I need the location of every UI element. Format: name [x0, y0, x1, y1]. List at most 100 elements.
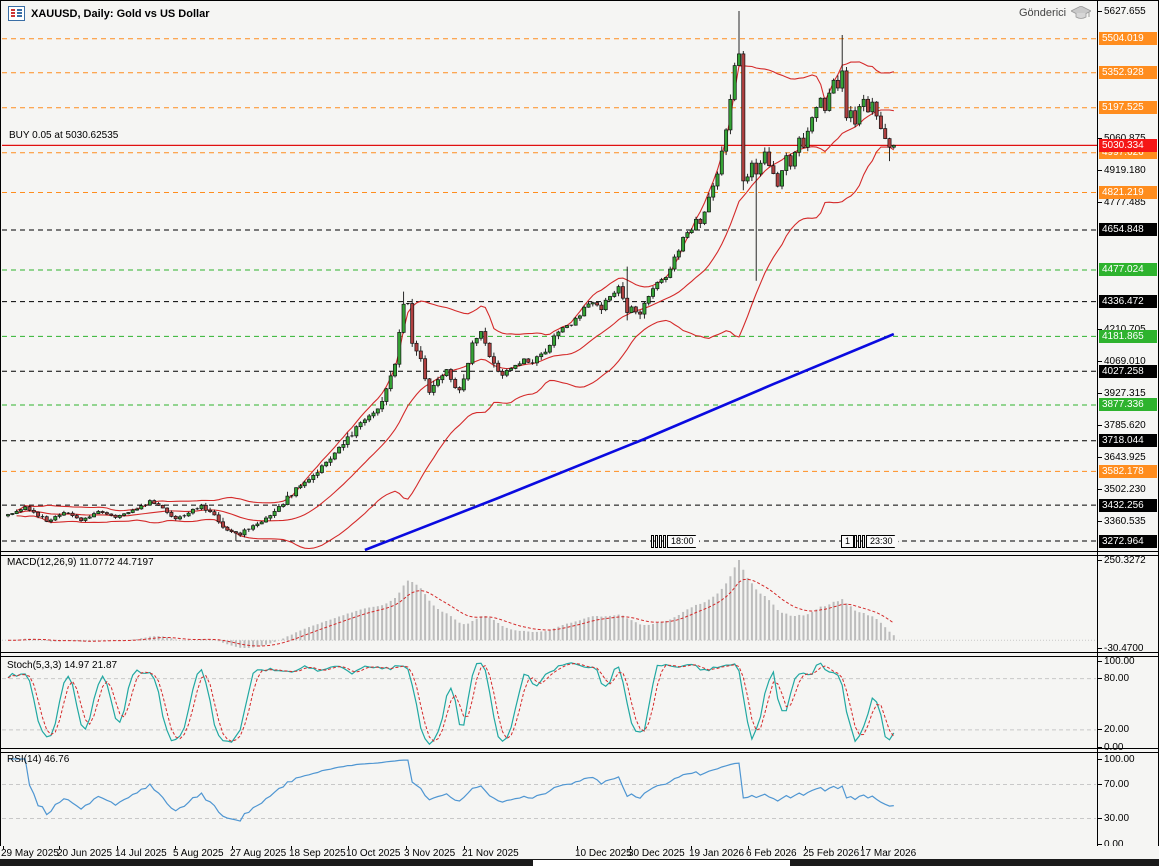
price-tick: 4777.485: [1098, 196, 1158, 209]
time-axis-label: 21 Nov 2025: [462, 848, 519, 859]
time-axis-label: 27 Aug 2025: [230, 848, 287, 859]
flag-bar: [858, 535, 862, 548]
sender-label: Gönderici: [1019, 7, 1067, 19]
horizontal-scrollbar[interactable]: [0, 859, 1159, 866]
flag-number-box: 1: [841, 535, 855, 548]
flag-bar: [854, 535, 858, 548]
price-level-badge: 3272.964: [1099, 535, 1157, 548]
rsi-axis-tick: 30.00: [1098, 812, 1158, 825]
buy-position-label: BUY 0.05 at 5030.62535: [9, 130, 119, 141]
time-axis-tick: [630, 846, 631, 849]
price-tick: 5060.875: [1098, 132, 1158, 145]
time-axis-label: 14 Jul 2025: [115, 848, 167, 859]
pane-separator[interactable]: [1, 748, 1158, 749]
chart-title: XAUUSD, Daily: Gold vs US Dollar: [31, 7, 210, 20]
time-axis-tick: [348, 846, 349, 849]
flag-bar: [655, 535, 658, 548]
macd-axis-max: 250.3272: [1098, 554, 1158, 567]
price-tick: 4919.180: [1098, 164, 1158, 177]
stoch-axis-tick: 100.00: [1098, 655, 1158, 668]
price-level-badge: 5197.525: [1099, 101, 1157, 114]
price-level-badge: 3582.178: [1099, 465, 1157, 478]
stoch-axis-tick: 80.00: [1098, 672, 1158, 685]
stoch-axis-tick: 20.00: [1098, 723, 1158, 736]
time-axis-tick: [464, 846, 465, 849]
current-price-badge: 5030.334: [1099, 139, 1157, 152]
rsi-axis-tick: 0.00: [1098, 838, 1158, 851]
macd-label: MACD(12,26,9) 11.0772 44.7197: [7, 557, 154, 568]
graduation-cap-icon: [1070, 5, 1092, 20]
time-axis-label: 25 Feb 2026: [803, 848, 860, 859]
time-axis-label: 10 Dec 2025: [575, 848, 632, 859]
scrollbar-thumb[interactable]: [533, 860, 790, 866]
flag-bar: [651, 535, 654, 548]
flag-bar: [659, 535, 662, 548]
flag-bar: [663, 535, 666, 548]
time-axis-tick: [862, 846, 863, 849]
pane-separator: [1, 752, 1158, 753]
price-level-badge: 3718.044: [1099, 434, 1157, 447]
time-axis-tick: [748, 846, 749, 849]
rsi-axis-tick: 70.00: [1098, 778, 1158, 791]
time-axis-label: 6 Feb 2026: [746, 848, 797, 859]
time-axis-tick: [291, 846, 292, 849]
time-axis-label: 5 Aug 2025: [173, 848, 224, 859]
price-level-badge: 4181.865: [1099, 330, 1157, 343]
price-tick: 3502.230: [1098, 483, 1158, 496]
flag-time-label: 18:00: [667, 535, 700, 548]
time-flag-marker[interactable]: 18:00: [651, 535, 700, 548]
sender-widget[interactable]: Gönderici: [1019, 5, 1092, 20]
chart-symbol-icon: [8, 6, 25, 21]
time-axis-tick: [406, 846, 407, 849]
pane-separator[interactable]: [1, 652, 1158, 653]
price-tick: 3643.925: [1098, 451, 1158, 464]
rsi-label: RSI(14) 46.76: [7, 754, 70, 765]
price-level-badge: 3432.256: [1099, 499, 1157, 512]
price-level-badge: 3877.336: [1099, 398, 1157, 411]
rsi-axis-tick: 100.00: [1098, 753, 1158, 766]
price-level-badge: 5504.019: [1099, 32, 1157, 45]
time-axis-tick: [59, 846, 60, 849]
time-axis-label: 20 Jun 2025: [57, 848, 113, 859]
pane-separator: [1, 555, 1158, 556]
time-axis-label: 19 Jan 2026: [689, 848, 745, 859]
pane-separator[interactable]: [1, 551, 1158, 552]
time-axis-label: 30 Dec 2025: [628, 848, 685, 859]
price-level-badge: 4654.848: [1099, 223, 1157, 236]
time-axis-tick: [232, 846, 233, 849]
price-tick: 3927.315: [1098, 387, 1158, 400]
price-level-badge: 5352.928: [1099, 66, 1157, 79]
time-axis-label: 29 May 2025: [1, 848, 59, 859]
macd-axis-min: -30.4700: [1098, 642, 1158, 655]
price-level-badge: 4477.024: [1099, 263, 1157, 276]
stoch-label: Stoch(5,3,3) 14.97 21.87: [7, 660, 118, 671]
price-tick: 4210.705: [1098, 323, 1158, 336]
time-axis-tick: [805, 846, 806, 849]
stoch-axis-tick: 0.00: [1098, 741, 1158, 754]
time-axis-tick: [691, 846, 692, 849]
time-axis-label: 18 Sep 2025: [289, 848, 346, 859]
price-tick: 4069.010: [1098, 355, 1158, 368]
time-axis-tick: [3, 846, 4, 849]
time-axis-label: 17 Mar 2026: [860, 848, 917, 859]
price-axis-separator: [1097, 1, 1098, 847]
time-axis-tick: [577, 846, 578, 849]
time-axis-label: 3 Nov 2025: [404, 848, 456, 859]
price-level-badge: 4821.219: [1099, 186, 1157, 199]
price-level-badge: 4027.258: [1099, 365, 1157, 378]
price-tick: 3360.535: [1098, 515, 1158, 528]
pane-separator: [1, 656, 1158, 657]
flag-time-label: 23:30: [866, 535, 899, 548]
time-axis-tick: [175, 846, 176, 849]
time-axis[interactable]: [0, 846, 1159, 859]
time-axis-tick: [117, 846, 118, 849]
time-axis-label: 10 Oct 2025: [346, 848, 401, 859]
flag-bar: [862, 535, 866, 548]
time-flag-marker[interactable]: 1 23:30: [841, 535, 899, 548]
price-level-badge: 4336.472: [1099, 295, 1157, 308]
price-tick: 5627.655: [1098, 5, 1158, 18]
price-tick: 3785.620: [1098, 419, 1158, 432]
